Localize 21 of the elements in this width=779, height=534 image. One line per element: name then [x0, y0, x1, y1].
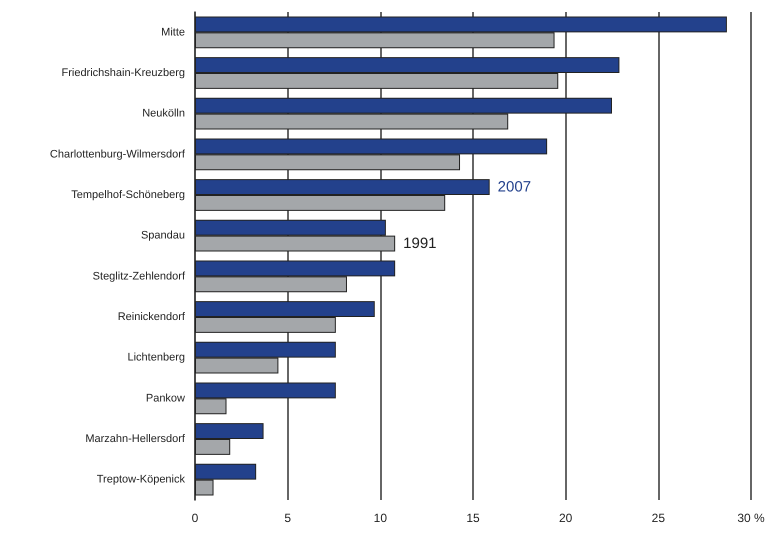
x-tick-label: 10 [374, 511, 388, 525]
x-tick-label: 30 % [737, 511, 765, 525]
y-tick-label: Tempelhof-Schöneberg [71, 189, 185, 201]
y-tick-label: Spandau [140, 230, 185, 242]
y-tick-label: Friedrichshain-Kreuzberg [62, 67, 185, 79]
annotation: 2007 [498, 178, 532, 196]
y-tick-label: Reinickendorf [118, 311, 186, 323]
x-tick-label: 15 [466, 511, 480, 525]
y-tick-label: Marzahn-Hellersdorf [85, 433, 186, 445]
y-tick-label: Charlottenburg-Wilmersdorf [50, 148, 186, 160]
y-tick-label: Treptow-Köpenick [96, 474, 186, 486]
y-tick-label: Steglitz-Zehlendorf [92, 270, 186, 282]
x-tick-label: 25 [652, 511, 666, 525]
x-tick-label: 0 [192, 511, 199, 525]
y-tick-label: Neukölln [142, 108, 185, 120]
annotation: 1991 [403, 235, 437, 252]
x-tick-label: 20 [558, 511, 573, 525]
y-tick-label: Lichtenberg [128, 352, 185, 364]
y-tick-label: Pankow [146, 392, 186, 404]
y-tick-label: Mitte [161, 26, 185, 38]
x-tick-label: 5 [284, 511, 292, 525]
